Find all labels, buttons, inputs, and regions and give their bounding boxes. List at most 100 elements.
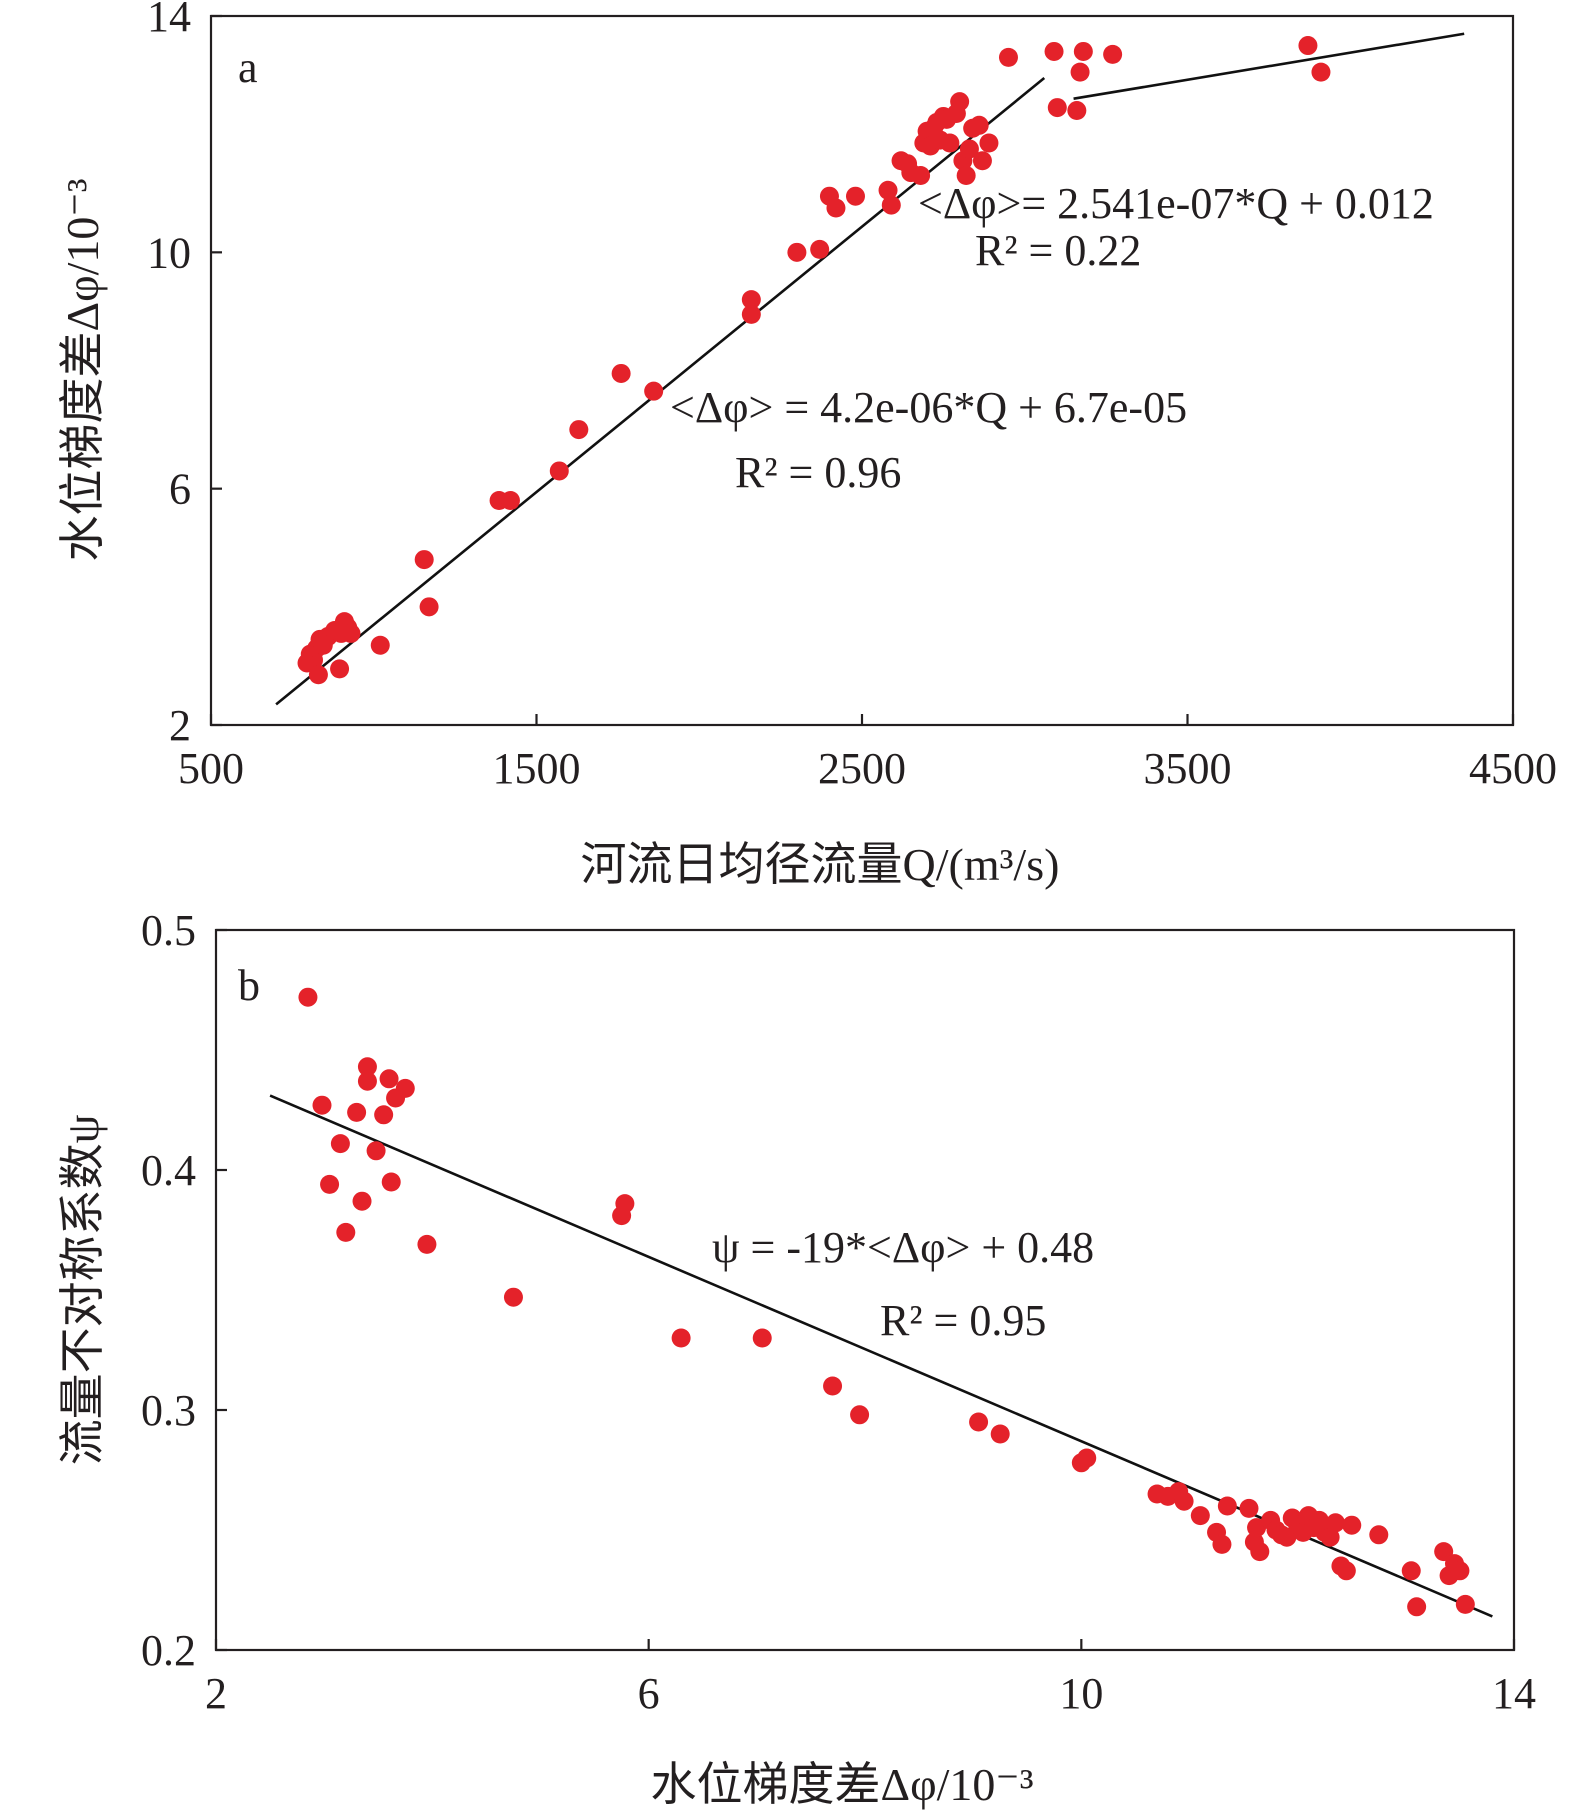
y-axis-label-b: 流量不对称系数ψ xyxy=(57,1114,108,1465)
data-point xyxy=(611,363,631,383)
data-point xyxy=(878,180,898,200)
data-point xyxy=(1401,1561,1421,1581)
equation-a-upper: <Δφ>= 2.541e-07*Q + 0.012 xyxy=(918,179,1434,228)
panel-label-b: b xyxy=(238,961,260,1010)
data-point xyxy=(1247,1518,1267,1538)
x-tick-label: 500 xyxy=(178,744,244,793)
data-point xyxy=(823,1376,843,1396)
data-point xyxy=(741,290,761,310)
data-point xyxy=(845,186,865,206)
regression-line xyxy=(1073,32,1465,100)
y-tick-label: 0.5 xyxy=(141,906,196,955)
data-point xyxy=(615,1194,635,1214)
y-axis-ticks-b: 0.2 0.3 0.4 0.5 xyxy=(141,906,227,1675)
x-tick-label: 1500 xyxy=(493,744,581,793)
x-tick-label: 2 xyxy=(205,1669,227,1718)
y-tick-label: 6 xyxy=(169,465,191,514)
y-tick-label: 0.2 xyxy=(141,1626,196,1675)
data-point xyxy=(881,195,901,215)
data-point xyxy=(1239,1498,1259,1518)
data-point xyxy=(330,1134,350,1154)
data-point xyxy=(998,47,1018,67)
data-point xyxy=(671,1328,691,1348)
data-point xyxy=(972,151,992,171)
data-point xyxy=(950,92,970,112)
data-point xyxy=(357,1071,377,1091)
data-point xyxy=(1067,101,1087,121)
y-axis-label-a: 水位梯度差Δφ/10⁻³ xyxy=(57,179,108,562)
x-tick-label: 3500 xyxy=(1144,744,1232,793)
data-point xyxy=(414,550,434,570)
data-point xyxy=(911,166,931,186)
data-point xyxy=(752,1328,772,1348)
r2-a-upper: R² = 0.22 xyxy=(975,226,1141,275)
y-tick-label: 0.3 xyxy=(141,1386,196,1435)
y-tick-label: 10 xyxy=(147,228,191,277)
data-point xyxy=(969,115,989,135)
y-axis-ticks-a: 2 6 10 14 xyxy=(147,0,222,750)
data-point xyxy=(644,381,664,401)
data-point xyxy=(1298,36,1318,56)
data-point xyxy=(741,304,761,324)
data-point xyxy=(787,242,807,262)
data-point xyxy=(1174,1491,1194,1511)
x-tick-label: 2500 xyxy=(818,744,906,793)
equation-a-lower: <Δφ> = 4.2e-06*Q + 6.7e-05 xyxy=(670,383,1187,432)
plot-frame-b xyxy=(214,928,1516,1652)
x-tick-label: 14 xyxy=(1492,1669,1536,1718)
data-point xyxy=(1455,1594,1475,1614)
data-point xyxy=(298,987,318,1007)
data-point xyxy=(959,139,979,159)
data-point xyxy=(549,461,569,481)
data-point xyxy=(419,597,439,617)
data-point xyxy=(357,1057,377,1077)
x-axis-ticks-a: 500 1500 2500 3500 4500 xyxy=(178,714,1557,793)
x-axis-label-a: 河流日均径流量Q/(m³/s) xyxy=(581,839,1060,890)
data-point xyxy=(370,635,390,655)
equation-b: ψ = -19*<Δφ> + 0.48 xyxy=(712,1223,1094,1272)
data-point xyxy=(1044,41,1064,61)
x-axis-ticks-b: 2 6 10 14 xyxy=(205,1639,1536,1718)
data-point xyxy=(1407,1597,1427,1617)
data-point xyxy=(312,1095,332,1115)
data-point xyxy=(1326,1513,1346,1533)
data-point xyxy=(352,1191,372,1211)
data-point xyxy=(1077,1448,1097,1468)
y-tick-label: 2 xyxy=(169,701,191,750)
y-tick-label: 0.4 xyxy=(141,1146,196,1195)
x-tick-label: 10 xyxy=(1059,1669,1103,1718)
data-point xyxy=(500,490,520,510)
y-tick-label: 14 xyxy=(147,0,191,41)
data-point xyxy=(1320,1527,1340,1547)
data-point xyxy=(1212,1534,1232,1554)
data-point xyxy=(1047,98,1067,118)
data-point xyxy=(336,1222,356,1242)
r2-a-lower: R² = 0.96 xyxy=(735,448,901,497)
fit-lines-a xyxy=(275,32,1465,706)
data-point xyxy=(1250,1542,1270,1562)
data-point xyxy=(979,133,999,153)
plot-frame-a xyxy=(209,14,1515,727)
data-point xyxy=(308,665,328,685)
data-point xyxy=(395,1078,415,1098)
data-point xyxy=(341,623,361,643)
data-point xyxy=(379,1069,399,1089)
data-point xyxy=(810,239,830,259)
data-point xyxy=(826,198,846,218)
panel-label-a: a xyxy=(238,43,258,92)
data-point xyxy=(347,1102,367,1122)
x-tick-label: 4500 xyxy=(1469,744,1557,793)
data-points-a xyxy=(297,36,1331,685)
x-tick-label: 6 xyxy=(638,1669,660,1718)
data-point xyxy=(956,166,976,186)
data-point xyxy=(850,1405,870,1425)
data-point xyxy=(1336,1561,1356,1581)
data-point xyxy=(1217,1496,1237,1516)
data-point xyxy=(569,420,589,440)
data-point xyxy=(990,1424,1010,1444)
chart-panel-b: b 2 6 10 14 0.2 0.3 0.4 0.5 水位梯度差Δφ/10⁻³ 流量不对称… xyxy=(57,906,1536,1810)
data-point xyxy=(1450,1561,1470,1581)
chart-panel-a: a 500 1500 2500 3500 4500 2 6 10 14 河流日均径流量Q/(m… xyxy=(57,0,1557,890)
x-axis-label-b: 水位梯度差Δφ/10⁻³ xyxy=(651,1759,1034,1810)
